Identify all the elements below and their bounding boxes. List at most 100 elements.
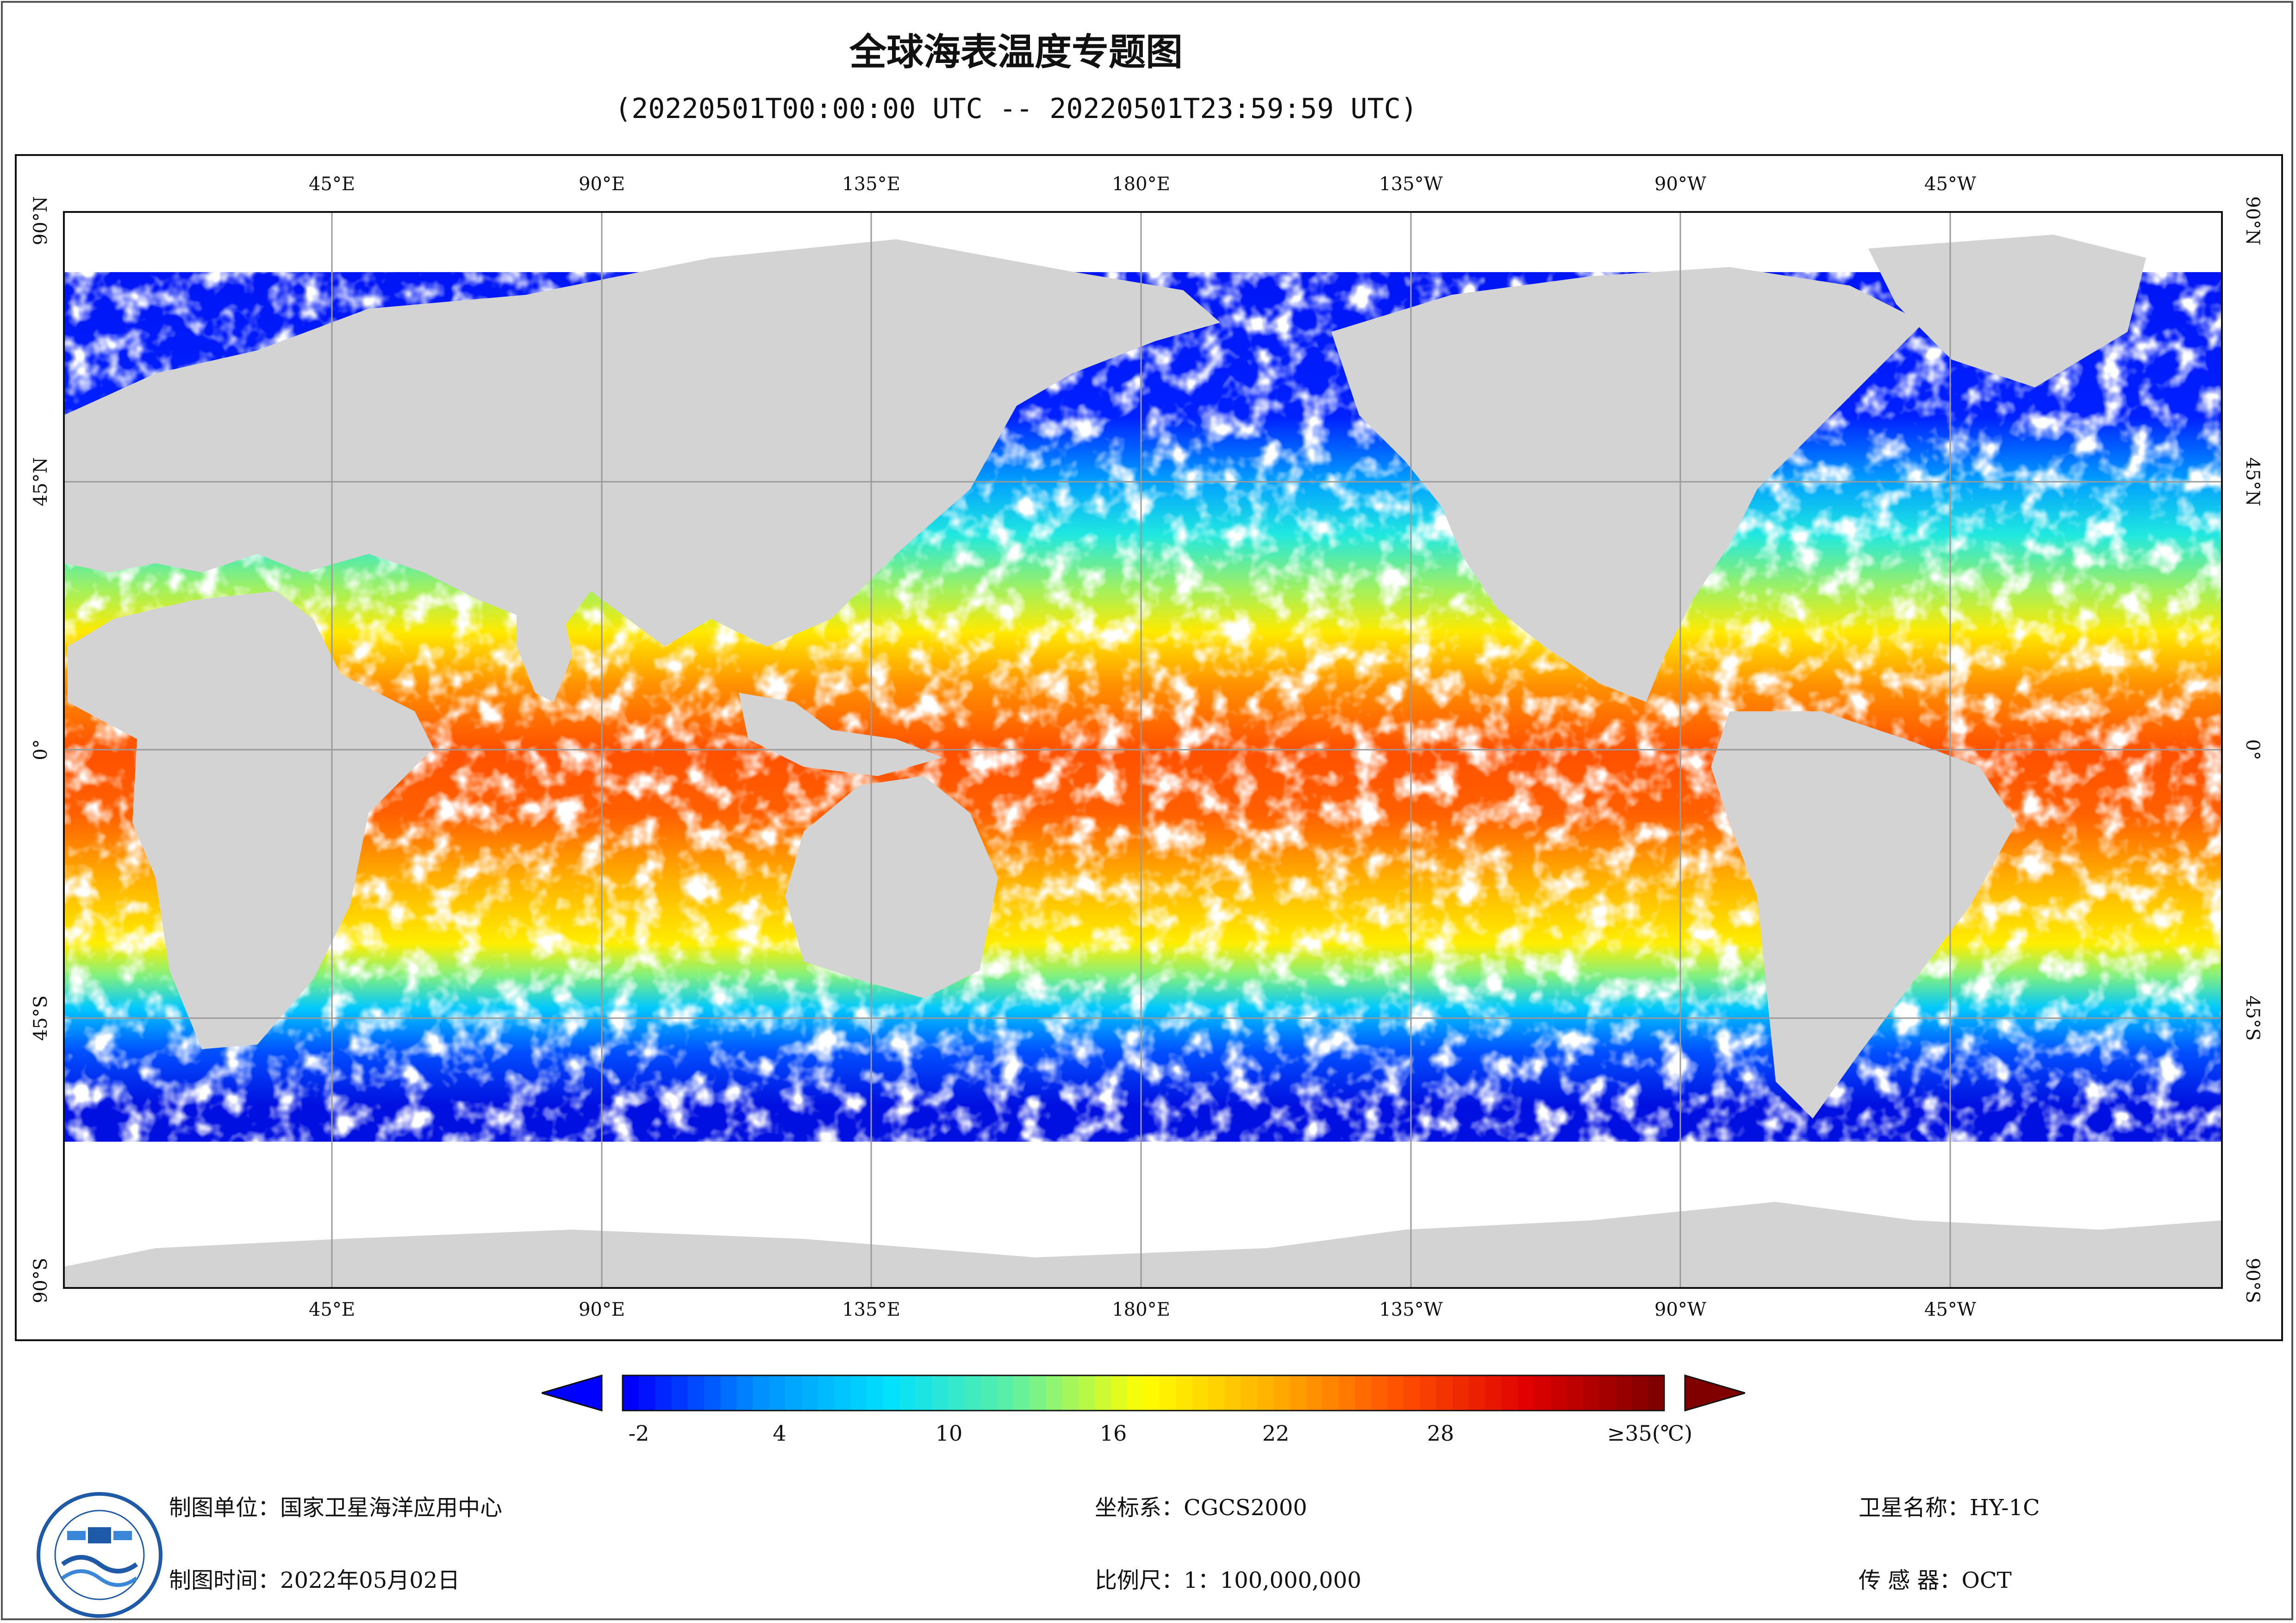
colorbar-segment — [736, 1375, 754, 1411]
colorbar-segment — [1371, 1375, 1388, 1411]
footer-satellite: 卫星名称：HY-1C — [1859, 1495, 2040, 1521]
colorbar-segment — [1290, 1375, 1307, 1411]
lon-label-bottom: 90°W — [1654, 1299, 1707, 1320]
colorbar-segment — [1143, 1375, 1160, 1411]
graticule — [64, 212, 2222, 1288]
colorbar-segment — [1436, 1375, 1453, 1411]
colorbar-segment — [1501, 1375, 1518, 1411]
land-africa — [68, 591, 433, 1049]
lon-label-top: 45°E — [308, 174, 356, 195]
lat-label-right: 45°N — [2242, 457, 2263, 506]
land-australia — [785, 776, 998, 998]
colorbar-segment — [1046, 1375, 1063, 1411]
colorbar-segment — [899, 1375, 916, 1411]
lon-label-bottom: 45°E — [308, 1299, 356, 1320]
colorbar-under-arrow — [542, 1374, 603, 1412]
lon-label-top: 45°W — [1924, 174, 1977, 195]
colorbar-segment — [655, 1375, 672, 1411]
land-india — [517, 609, 572, 702]
colorbar-graphic — [542, 1374, 1745, 1412]
colorbar-segment — [964, 1375, 981, 1411]
lon-label-top: 135°E — [842, 174, 900, 195]
footer-date: 制图时间：2022年05月02日 — [169, 1567, 460, 1593]
colorbar-segment — [1647, 1375, 1665, 1411]
lon-label-bottom: 135°W — [1379, 1299, 1443, 1320]
colorbar-segment — [1631, 1375, 1648, 1411]
colorbar-segment — [1257, 1375, 1274, 1411]
lat-label-left: 45°S — [30, 995, 51, 1041]
colorbar-segment — [1176, 1375, 1193, 1411]
land-eurasia — [64, 239, 1220, 647]
colorbar-tick-label: 4 — [773, 1421, 786, 1446]
colorbar-tick-label: 16 — [1099, 1421, 1127, 1446]
colorbar-segment — [1094, 1375, 1111, 1411]
land-north-america — [1331, 267, 1924, 702]
lon-label-bottom: 180°E — [1112, 1299, 1170, 1320]
lat-label-left: 90°N — [30, 196, 51, 245]
colorbar-segment — [931, 1375, 948, 1411]
map-title: 全球海表温度专题图 — [849, 31, 1183, 74]
lon-label-bottom: 135°E — [842, 1299, 900, 1320]
lon-label-top: 90°E — [578, 174, 625, 195]
footer-sensor: 传 感 器：OCT — [1859, 1567, 2012, 1593]
colorbar-segment — [1192, 1375, 1209, 1411]
colorbar-segment — [1160, 1375, 1177, 1411]
colorbar-segment — [1273, 1375, 1291, 1411]
colorbar-segment — [1599, 1375, 1616, 1411]
colorbar-segment — [1013, 1375, 1030, 1411]
colorbar-tick-label: 28 — [1427, 1421, 1454, 1446]
colorbar-tick-label: -2 — [628, 1421, 649, 1446]
lat-label-left: 45°N — [30, 457, 51, 506]
colorbar-segment — [704, 1375, 721, 1411]
colorbar-segment — [1517, 1375, 1535, 1411]
map-panel: 45°E 90°E 135°E 180°E 135°W 90°W 45°W 45… — [15, 154, 2283, 1341]
colorbar-segment — [1566, 1375, 1584, 1411]
colorbar-segment — [1078, 1375, 1095, 1411]
lon-label-bottom: 45°W — [1924, 1299, 1977, 1320]
lat-label-right: 90°S — [2242, 1257, 2263, 1304]
time-range-subtitle: (20220501T00:00:00 UTC -- 20220501T23:59… — [615, 93, 1417, 125]
lon-label-bottom: 90°E — [578, 1299, 625, 1320]
land-layer — [64, 235, 2222, 1288]
colorbar-segment — [623, 1375, 639, 1411]
land-greenland — [1868, 235, 2146, 387]
lon-label-top: 180°E — [1112, 174, 1170, 195]
colorbar-segment — [769, 1375, 786, 1411]
colorbar-segments — [623, 1375, 1665, 1411]
lat-label-left: 0° — [30, 739, 51, 760]
colorbar-segment — [1615, 1375, 1632, 1411]
colorbar-segment — [997, 1375, 1014, 1411]
colorbar-segment — [980, 1375, 998, 1411]
lat-label-right: 45°S — [2242, 995, 2263, 1041]
colorbar-segment — [1534, 1375, 1551, 1411]
colorbar-segment — [867, 1375, 884, 1411]
colorbar-segment — [1452, 1375, 1469, 1411]
lat-label-right: 0° — [2242, 739, 2263, 760]
colorbar-segment — [720, 1375, 737, 1411]
colorbar-segment — [817, 1375, 835, 1411]
lon-label-top: 90°W — [1654, 174, 1707, 195]
colorbar-segment — [801, 1375, 818, 1411]
colorbar-over-arrow — [1684, 1374, 1745, 1412]
map-inner-frame — [63, 211, 2223, 1289]
colorbar-segment — [639, 1375, 656, 1411]
lon-label-top: 135°W — [1379, 174, 1443, 195]
colorbar-segment — [1404, 1375, 1421, 1411]
colorbar-segment — [1111, 1375, 1128, 1411]
lat-label-left: 90°S — [30, 1257, 51, 1304]
colorbar: -2 4 10 16 22 28 ≥35(℃) — [542, 1370, 1745, 1462]
land-indonesia — [739, 693, 942, 776]
sst-map[interactable] — [17, 156, 2281, 1339]
nsoas-logo-icon — [37, 1492, 162, 1618]
land-antarctica — [64, 1202, 2222, 1288]
colorbar-segment — [1355, 1375, 1372, 1411]
colorbar-segment — [1469, 1375, 1486, 1411]
colorbar-segment — [1306, 1375, 1323, 1411]
colorbar-tick-label: ≥35(℃) — [1607, 1421, 1693, 1446]
footer-producer: 制图单位：国家卫星海洋应用中心 — [169, 1495, 503, 1521]
colorbar-segment — [1029, 1375, 1046, 1411]
colorbar-segment — [1485, 1375, 1502, 1411]
colorbar-segment — [1241, 1375, 1258, 1411]
colorbar-segment — [1322, 1375, 1339, 1411]
